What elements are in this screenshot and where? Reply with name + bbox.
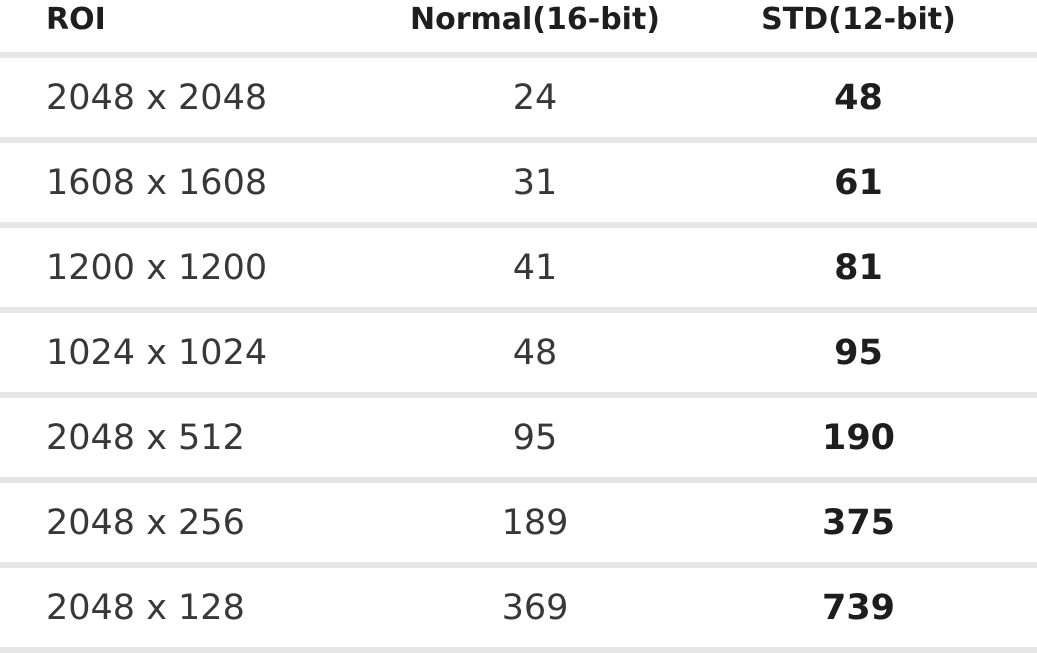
column-header-normal-16bit: Normal(16-bit) bbox=[390, 0, 680, 58]
column-header-std-12bit: STD(12-bit) bbox=[680, 0, 1037, 58]
table-row: 2048 x 256 189 375 bbox=[0, 480, 1037, 568]
normal-value-cell: 31 bbox=[390, 140, 680, 228]
roi-cell: 2048 x 256 bbox=[0, 480, 390, 568]
std-value-cell: 95 bbox=[680, 310, 1037, 398]
table-header: ROI Normal(16-bit) STD(12-bit) bbox=[0, 0, 1037, 58]
table-row: 1200 x 1200 41 81 bbox=[0, 225, 1037, 313]
table-row: 1608 x 1608 31 61 bbox=[0, 140, 1037, 228]
table-row: 2048 x 128 369 739 bbox=[0, 565, 1037, 653]
roi-cell: 1608 x 1608 bbox=[0, 140, 390, 228]
normal-value-cell: 189 bbox=[390, 480, 680, 568]
roi-cell: 1200 x 1200 bbox=[0, 225, 390, 313]
normal-value-cell: 41 bbox=[390, 225, 680, 313]
normal-value-cell: 95 bbox=[390, 395, 680, 483]
std-value-cell: 48 bbox=[680, 55, 1037, 143]
table-row: 2048 x 2048 24 48 bbox=[0, 55, 1037, 143]
normal-value-cell: 48 bbox=[390, 310, 680, 398]
roi-cell: 1024 x 1024 bbox=[0, 310, 390, 398]
std-value-cell: 739 bbox=[680, 565, 1037, 653]
table-row: 1024 x 1024 48 95 bbox=[0, 310, 1037, 398]
roi-cell: 2048 x 512 bbox=[0, 395, 390, 483]
roi-cell: 2048 x 2048 bbox=[0, 55, 390, 143]
std-value-cell: 81 bbox=[680, 225, 1037, 313]
std-value-cell: 190 bbox=[680, 395, 1037, 483]
std-value-cell: 61 bbox=[680, 140, 1037, 228]
roi-cell: 2048 x 128 bbox=[0, 565, 390, 653]
column-header-roi: ROI bbox=[0, 0, 390, 58]
header-row: ROI Normal(16-bit) STD(12-bit) bbox=[0, 0, 1037, 58]
normal-value-cell: 24 bbox=[390, 55, 680, 143]
table-row: 2048 x 512 95 190 bbox=[0, 395, 1037, 483]
normal-value-cell: 369 bbox=[390, 565, 680, 653]
std-value-cell: 375 bbox=[680, 480, 1037, 568]
table-body: 2048 x 2048 24 48 1608 x 1608 31 61 1200… bbox=[0, 55, 1037, 653]
